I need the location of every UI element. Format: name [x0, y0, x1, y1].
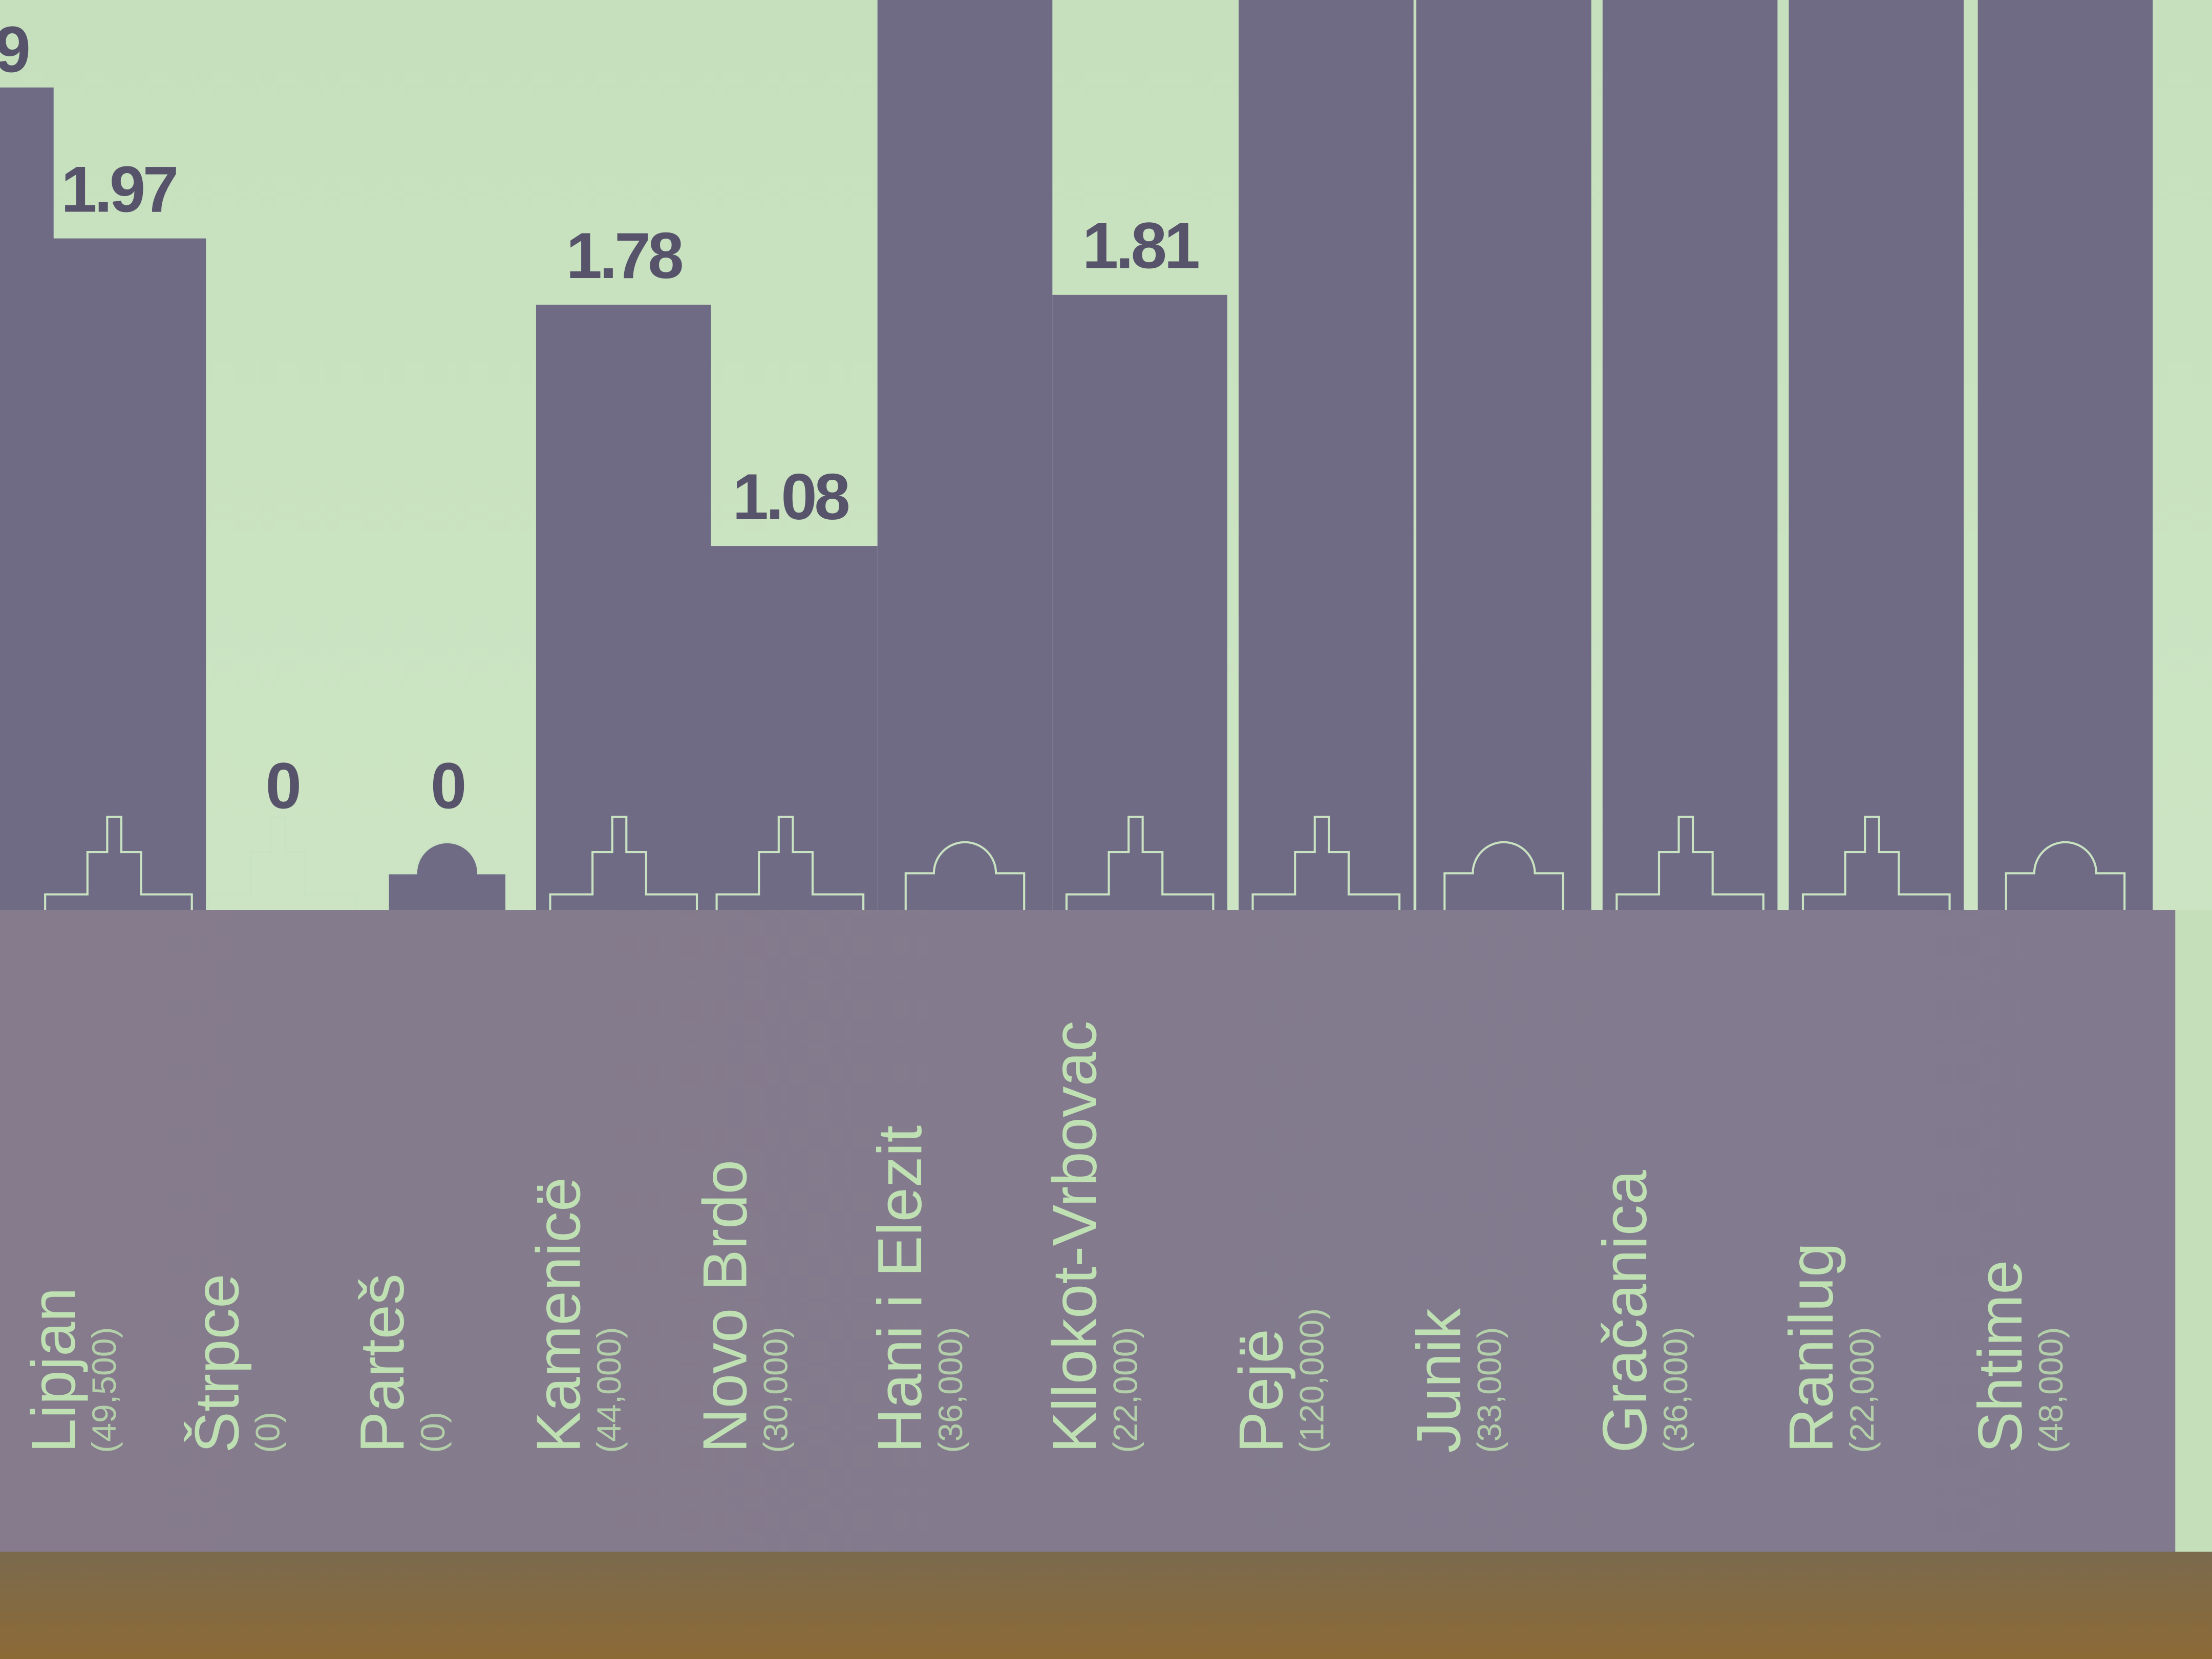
value-label-6: 1.81 — [1082, 208, 1200, 282]
category-population: (49,500) — [86, 1327, 124, 1453]
value-label-4: 1.08 — [732, 460, 850, 534]
category-population: (0) — [249, 1411, 288, 1453]
screen-edge — [2175, 910, 2212, 1559]
category-population: (44,000) — [591, 1327, 629, 1453]
value-label-2: 0 — [430, 749, 467, 823]
category-name: Novo Brdo — [691, 1159, 760, 1453]
category-label: Kamenicë (44,000) — [524, 1177, 629, 1453]
bar-11 — [1977, 0, 2153, 920]
skyline-icon-11 — [2005, 841, 2126, 921]
skyline-icon-10 — [1801, 816, 1951, 920]
bar-0 — [31, 239, 206, 920]
category-label: Junik (33,000) — [1405, 1308, 1509, 1453]
category-population: (48,000) — [2033, 1327, 2071, 1453]
category-label: Parteš (0) — [348, 1273, 453, 1453]
value-label-1: 0 — [265, 749, 302, 823]
skyline-icon-4 — [715, 816, 865, 920]
category-population: (22,000) — [1843, 1327, 1882, 1453]
bar-9 — [1602, 0, 1778, 920]
bar-10 — [1789, 0, 1964, 920]
category-population: (0) — [414, 1411, 453, 1453]
floor — [0, 1551, 2212, 1659]
skyline-icon-5 — [904, 841, 1026, 921]
skyline-icon-9 — [1615, 816, 1764, 920]
category-name: Štrpce — [183, 1273, 253, 1453]
category-population: (22,000) — [1107, 1327, 1146, 1453]
category-label: Lipjan (49,500) — [19, 1287, 124, 1453]
category-name: Hani i Elezit — [866, 1125, 935, 1453]
category-population: (33,000) — [1471, 1327, 1509, 1453]
category-label: Hani i Elezit (36,000) — [866, 1125, 971, 1453]
skyline-icon-7 — [1251, 816, 1401, 920]
bar-6 — [1052, 294, 1227, 920]
skyline-icon-2 — [387, 841, 508, 921]
category-label: Shtime (48,000) — [1966, 1260, 2071, 1453]
category-name: Ranilug — [1777, 1242, 1847, 1453]
category-label: Ranilug (22,000) — [1777, 1242, 1882, 1453]
category-label: Gračanica (36,000) — [1591, 1170, 1696, 1453]
category-name: Junik — [1405, 1308, 1475, 1453]
category-name: Gračanica — [1591, 1170, 1661, 1453]
category-population: (36,000) — [932, 1327, 971, 1453]
bar-5 — [877, 0, 1053, 920]
skyline-icon-3 — [549, 816, 698, 920]
category-name: Kllokot-Vrbovac — [1041, 1020, 1111, 1453]
category-name: Shtime — [1966, 1260, 2036, 1453]
bar-8 — [1416, 0, 1591, 920]
value-label-0: 1.97 — [61, 153, 179, 226]
category-name: Parteš — [348, 1273, 418, 1453]
category-population: (36,000) — [1657, 1327, 1696, 1453]
category-name: Pejë — [1227, 1329, 1296, 1453]
category-population: (120,000) — [1293, 1308, 1332, 1453]
skyline-icon-0 — [44, 816, 193, 920]
value-label-3: 1.78 — [566, 218, 684, 292]
category-label: Pejë (120,000) — [1227, 1308, 1332, 1453]
label-panel — [0, 910, 2176, 1559]
value-label-partial-left: 9 — [0, 11, 110, 88]
bar-4 — [703, 546, 878, 920]
category-label: Kllokot-Vrbovac (22,000) — [1041, 1020, 1146, 1453]
category-label: Štrpce (0) — [183, 1273, 288, 1453]
skyline-icon-6 — [1065, 816, 1215, 920]
skyline-icon-8 — [1443, 841, 1564, 921]
bar-7 — [1238, 0, 1414, 920]
category-population: (30,000) — [757, 1327, 796, 1453]
skyline-icon-1 — [207, 816, 357, 920]
category-name: Kamenicë — [524, 1177, 594, 1453]
category-label: Novo Brdo (30,000) — [691, 1159, 796, 1453]
category-name: Lipjan — [19, 1287, 89, 1453]
